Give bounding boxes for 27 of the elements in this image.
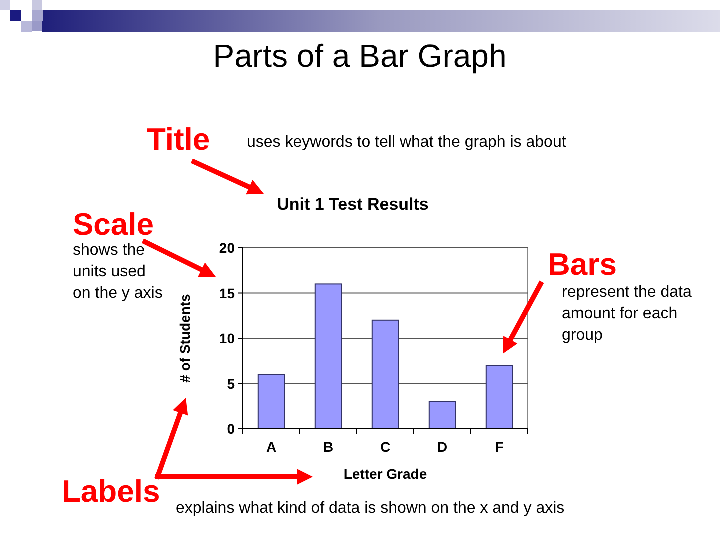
text: Labels (62, 474, 160, 509)
chart-title: Parts of a Bar Graph (213, 38, 507, 74)
bar (258, 374, 286, 430)
bar (314, 284, 342, 430)
x-tick-label: A (266, 439, 277, 455)
y-tick-label: 10 (219, 330, 236, 346)
text: Scale (73, 207, 154, 242)
bar (372, 320, 400, 430)
y-axis-title: # of Students (177, 294, 193, 383)
bar (428, 401, 456, 430)
x-tick-label: C (380, 439, 391, 455)
x-tick-label: F (495, 439, 504, 455)
text: uses keywords to tell what the graph is about (247, 134, 567, 151)
text: Title (147, 122, 210, 157)
y-tick-label: 5 (227, 376, 236, 392)
y-tick-label: 20 (219, 240, 236, 256)
text: represent the data amount for each group (562, 284, 692, 344)
text: Bars (548, 247, 617, 282)
text: explains what kind of data is shown on the x and y axis (176, 500, 565, 517)
y-tick-label: 0 (227, 421, 236, 437)
x-axis-title: Letter Grade (344, 466, 428, 482)
y-tick-label: 15 (219, 285, 236, 302)
chart-subtitle: Unit 1 Test Results (277, 195, 429, 214)
bar (486, 365, 514, 430)
x-tick-label: B (323, 439, 334, 455)
text: shows the units used on the y axis (73, 242, 163, 302)
x-tick-label: D (437, 439, 448, 455)
